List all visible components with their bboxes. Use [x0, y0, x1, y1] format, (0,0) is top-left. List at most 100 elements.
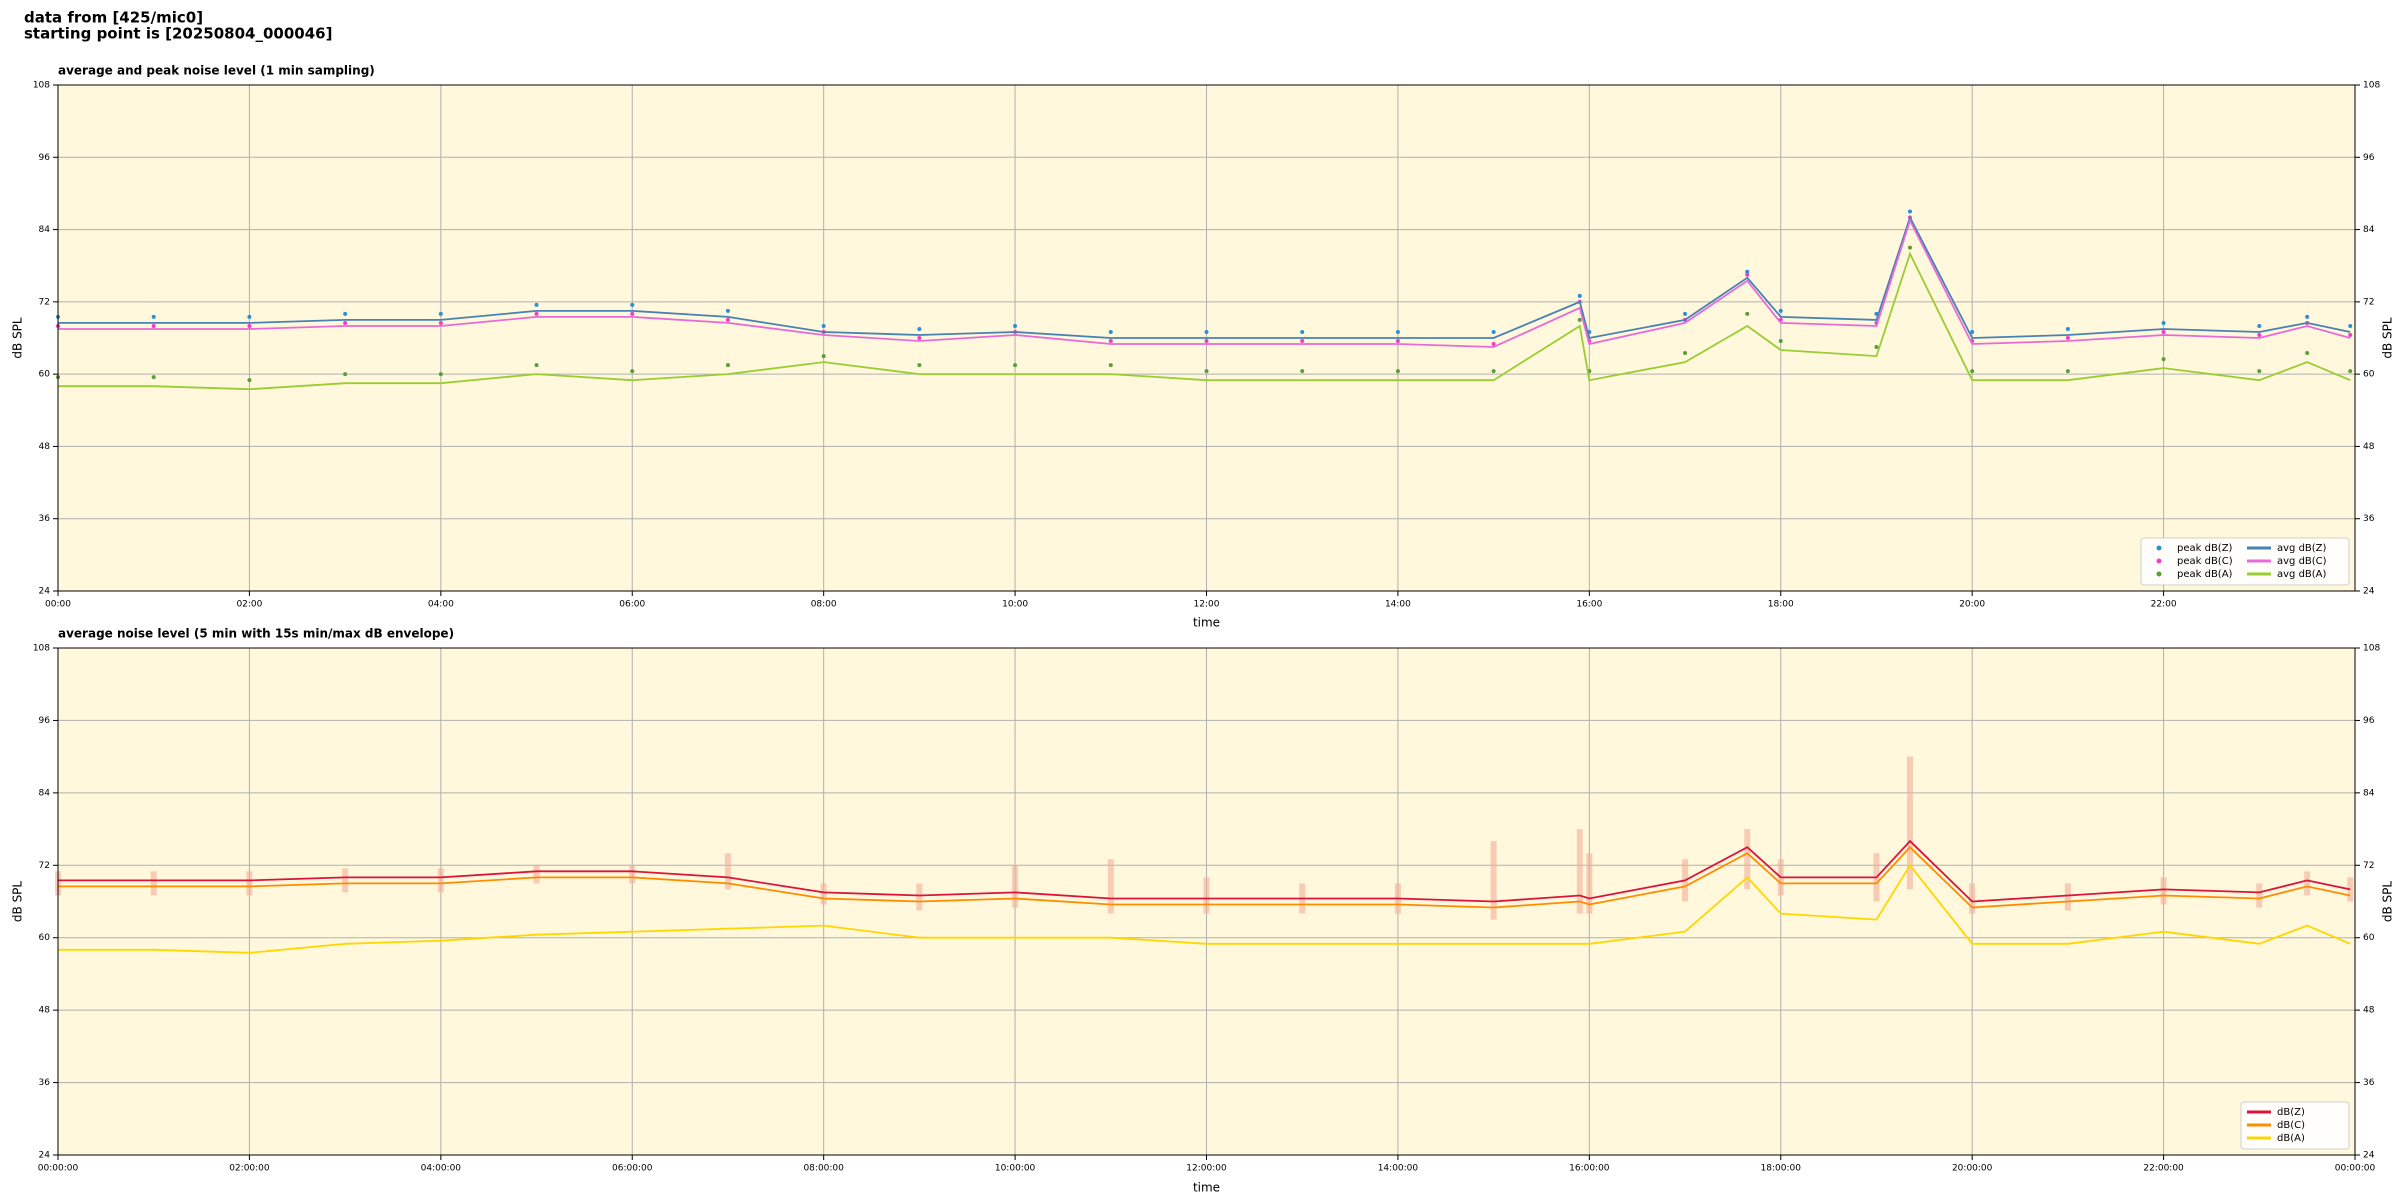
scatter-point	[630, 369, 635, 374]
y-tick-label: 24	[39, 587, 51, 597]
scatter-point	[534, 311, 539, 316]
scatter-point	[821, 323, 826, 328]
y-tick-label: 48	[39, 442, 51, 452]
scatter-point	[917, 326, 922, 331]
x-tick-label: 16:00	[1576, 600, 1602, 610]
legend-marker	[2156, 558, 2162, 564]
x-tick-label: 06:00	[619, 600, 645, 610]
y-tick-label: 36	[39, 514, 51, 524]
scatter-point	[1013, 323, 1018, 328]
y-tick-label: 60	[39, 933, 51, 943]
series-line	[58, 251, 2351, 391]
scatter-point	[151, 375, 156, 380]
scatter-point	[534, 302, 539, 307]
scatter-point	[725, 317, 730, 322]
scatter-point	[1907, 209, 1912, 214]
y-axis-label: dB SPL	[2381, 881, 2395, 923]
y-tick-label: 72	[39, 861, 50, 871]
x-tick-label: 06:00:00	[612, 1164, 653, 1174]
scatter-point	[1970, 369, 1975, 374]
x-tick-label: 14:00:00	[1378, 1164, 1419, 1174]
x-tick-label: 12:00:00	[1186, 1164, 1227, 1174]
scatter-point	[1491, 369, 1496, 374]
scatter-point	[151, 314, 156, 319]
scatter-point	[343, 320, 348, 325]
scatter-point	[438, 311, 443, 316]
y-tick-label: 96	[39, 153, 51, 163]
scatter-point	[725, 308, 730, 313]
scatter-point	[2161, 329, 2166, 334]
x-tick-label: 08:00	[811, 600, 837, 610]
x-axis-label: time	[1193, 1181, 1220, 1195]
legend: peak dB(Z) peak dB(C) peak dB(A) avg dB(Z) a…	[2140, 537, 2350, 586]
series-line	[58, 839, 2351, 903]
y-tick-label: 48	[2363, 1006, 2375, 1016]
scatter-point	[1745, 269, 1750, 274]
y-tick-label: 96	[2363, 716, 2375, 726]
scatter-point	[2161, 357, 2166, 362]
scatter-point	[534, 363, 539, 368]
series-line	[58, 215, 2351, 340]
y-tick-label: 96	[2363, 153, 2375, 163]
x-tick-label: 10:00:00	[995, 1164, 1036, 1174]
legend-label: dB(A)	[2277, 1133, 2305, 1144]
scatter-point	[1013, 363, 1018, 368]
scatter-point	[1108, 363, 1113, 368]
legend-label: dB(C)	[2277, 1120, 2305, 1131]
scatter-point	[2257, 323, 2262, 328]
scatter-point	[2348, 332, 2353, 337]
x-axis-label: time	[1193, 616, 1220, 630]
scatter-point	[630, 302, 635, 307]
chart-title: average noise level (5 min with 15s min/…	[58, 627, 454, 641]
scatter-point	[1300, 339, 1305, 344]
scatter-point	[1778, 308, 1783, 313]
scatter-point	[1204, 369, 1209, 374]
legend-label: peak dB(C)	[2177, 556, 2233, 567]
scatter-point	[247, 378, 252, 383]
y-tick-label: 84	[39, 788, 51, 798]
y-tick-label: 108	[2363, 644, 2380, 654]
legend-label: avg dB(A)	[2277, 569, 2327, 580]
y-axis-label: dB SPL	[11, 881, 25, 923]
x-tick-label: 04:00	[428, 600, 454, 610]
scatter-point	[343, 311, 348, 316]
scatter-point	[1300, 369, 1305, 374]
y-tick-label: 84	[2363, 225, 2375, 235]
plot-frame	[57, 647, 2356, 1156]
legend-label: peak dB(Z)	[2177, 543, 2233, 554]
y-tick-label: 72	[39, 297, 50, 307]
series-line	[58, 863, 2351, 954]
scatter-point	[1683, 351, 1688, 356]
legend-label: avg dB(C)	[2277, 556, 2327, 567]
x-tick-label: 02:00:00	[229, 1164, 270, 1174]
scatter-point	[2348, 323, 2353, 328]
legend: dB(Z) dB(C) dB(A)	[2240, 1101, 2350, 1150]
scatter-point	[725, 363, 730, 368]
scatter-point	[1491, 342, 1496, 347]
scatter-point	[1577, 317, 1582, 322]
x-tick-label: 08:00:00	[803, 1164, 844, 1174]
scatter-point	[1395, 369, 1400, 374]
scatter-point	[2065, 326, 2070, 331]
legend-label: dB(Z)	[2277, 1107, 2305, 1118]
scatter-point	[1395, 339, 1400, 344]
x-tick-label: 14:00	[1385, 600, 1411, 610]
scatter-point	[2161, 320, 2166, 325]
scatter-point	[821, 354, 826, 359]
legend-marker	[2156, 545, 2162, 551]
series-line	[58, 218, 2351, 348]
series-line	[58, 845, 2351, 909]
x-tick-label: 02:00	[236, 600, 262, 610]
plot-frame	[57, 84, 2356, 592]
y-tick-label: 72	[2363, 297, 2374, 307]
y-tick-label: 84	[39, 225, 51, 235]
x-tick-label: 00:00:00	[38, 1164, 79, 1174]
y-tick-label: 72	[2363, 861, 2374, 871]
scatter-point	[1395, 329, 1400, 334]
y-tick-label: 36	[2363, 1078, 2375, 1088]
scatter-point	[2305, 351, 2310, 356]
scatter-point	[630, 311, 635, 316]
chart-title: average and peak noise level (1 min samp…	[58, 64, 375, 78]
y-tick-label: 24	[39, 1151, 51, 1161]
